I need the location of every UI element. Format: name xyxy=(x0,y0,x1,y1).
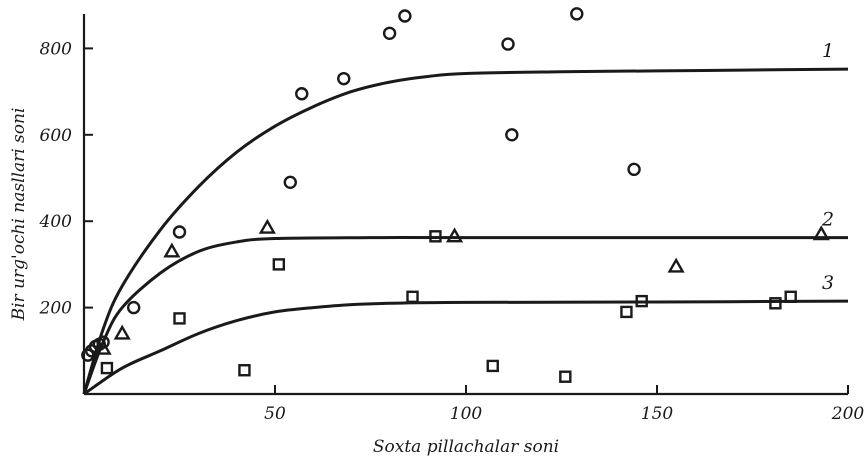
square-marker xyxy=(238,364,251,377)
triangle-marker xyxy=(94,339,112,355)
circle-marker xyxy=(505,128,519,142)
square-marker xyxy=(769,297,782,310)
circle-marker xyxy=(172,225,187,239)
curve-label-2: 2 xyxy=(821,209,834,231)
square-marker xyxy=(635,294,648,308)
circle-marker xyxy=(295,87,309,101)
circle-marker xyxy=(398,9,412,23)
square-marker xyxy=(486,359,499,373)
square-marker xyxy=(784,290,797,303)
curve-label-1: 1 xyxy=(822,40,834,62)
y-axis-title: Bir urg'ochi nasllari soni xyxy=(9,108,29,322)
square-marker xyxy=(100,361,114,375)
fitted-curve-1 xyxy=(82,67,849,395)
data-markers xyxy=(81,7,830,383)
triangle-marker xyxy=(812,225,830,241)
square-marker xyxy=(429,230,442,243)
circle-marker xyxy=(382,26,397,40)
circle-marker xyxy=(501,37,515,51)
square-marker xyxy=(620,305,633,319)
square-marker xyxy=(406,290,419,303)
circle-marker xyxy=(570,7,584,21)
y-tick-label: 600 xyxy=(40,126,73,146)
circle-marker xyxy=(627,162,641,177)
fitted-curve-2 xyxy=(82,236,848,395)
square-marker xyxy=(559,370,572,383)
x-tick-label: 50 xyxy=(264,404,286,424)
triangle-marker xyxy=(113,324,131,340)
x-tick-label: 200 xyxy=(831,404,864,424)
fitted-curves xyxy=(82,67,849,396)
triangle-marker xyxy=(258,218,276,234)
square-marker xyxy=(173,312,186,325)
curve-labels: 1 2 3 xyxy=(821,40,834,294)
y-tick-label: 800 xyxy=(40,39,73,59)
circle-marker xyxy=(337,71,351,86)
triangle-marker xyxy=(445,227,464,243)
ticks: 200 400 600 800 50 100 150 200 xyxy=(39,39,864,424)
x-axis-title: Soxta pillachalar soni xyxy=(373,437,559,457)
y-tick-label: 400 xyxy=(39,212,73,232)
x-tick-label: 150 xyxy=(641,404,674,424)
curve-label-3: 3 xyxy=(822,272,834,294)
triangle-marker xyxy=(163,242,181,258)
circle-marker xyxy=(283,175,297,190)
y-tick-label: 200 xyxy=(39,299,73,319)
fitted-curve-3 xyxy=(83,299,849,396)
circle-marker xyxy=(96,335,110,349)
triangle-marker xyxy=(667,257,685,273)
square-marker xyxy=(272,258,286,271)
circle-marker xyxy=(126,300,141,315)
x-tick-label: 100 xyxy=(450,404,483,424)
